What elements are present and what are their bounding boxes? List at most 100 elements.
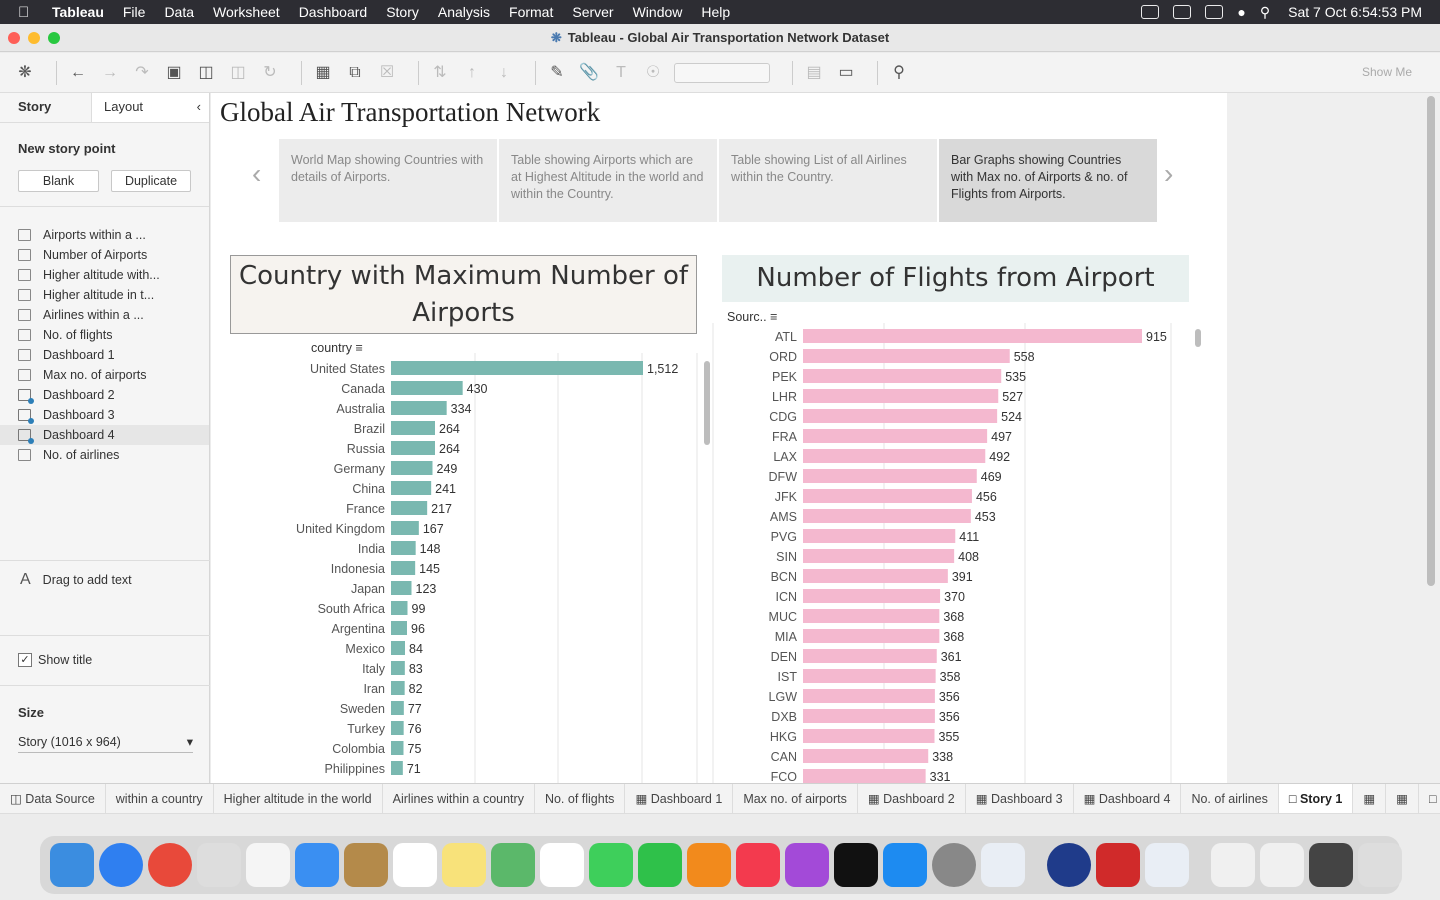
trash-icon[interactable] <box>1358 843 1402 887</box>
volume-icon[interactable] <box>1173 5 1192 19</box>
story-point-1[interactable]: World Map showing Countries with details… <box>279 139 497 222</box>
bar[interactable] <box>803 549 955 563</box>
reminders-icon[interactable] <box>246 843 290 887</box>
new-worksheet-icon[interactable]: ▦ <box>315 63 331 81</box>
bar[interactable] <box>391 521 419 535</box>
country-field-header[interactable]: country ≡ <box>311 341 363 355</box>
category-label[interactable]: Colombia <box>332 742 385 756</box>
bar[interactable] <box>803 369 1002 383</box>
clear-sheet-icon[interactable]: ☒ <box>379 63 395 81</box>
category-label[interactable]: BCN <box>771 570 797 584</box>
tableau-dock-icon[interactable] <box>981 843 1025 887</box>
source-field-header[interactable]: Sourc.. ≡ <box>727 310 777 324</box>
screenshot-icon[interactable] <box>1260 843 1304 887</box>
sheet-item[interactable]: No. of flights <box>0 325 209 345</box>
sheet-item[interactable]: Dashboard 3 <box>0 405 209 425</box>
tab-dashboard[interactable]: ▦ Dashboard 1 <box>625 783 734 814</box>
category-label[interactable]: AMS <box>770 510 797 524</box>
replay-icon[interactable]: ↷ <box>135 63 149 81</box>
chart-scrollbar[interactable] <box>1195 329 1201 347</box>
category-label[interactable]: IST <box>778 670 798 684</box>
new-dashboard-tab-icon[interactable]: ▦ <box>1386 783 1419 814</box>
sort-icon[interactable]: ≡ <box>355 341 363 355</box>
label-icon[interactable]: T <box>616 63 626 81</box>
menu-format[interactable]: Format <box>509 4 554 20</box>
bar[interactable] <box>391 621 407 635</box>
size-select[interactable]: Story (1016 x 964) ▾ <box>18 731 193 753</box>
mail-icon[interactable] <box>295 843 339 887</box>
bar[interactable] <box>803 629 940 643</box>
bar[interactable] <box>391 381 463 395</box>
bar[interactable] <box>391 401 447 415</box>
category-label[interactable]: FCO <box>771 770 798 783</box>
system-settings-icon[interactable] <box>932 843 976 887</box>
tab-sheet[interactable]: Max no. of airports <box>733 783 858 814</box>
books-icon[interactable] <box>687 843 731 887</box>
bar[interactable] <box>391 721 404 735</box>
app-store-icon[interactable] <box>883 843 927 887</box>
tab-dashboard[interactable]: ▦ Dashboard 2 <box>858 783 966 814</box>
category-label[interactable]: Australia <box>336 402 385 416</box>
share-icon[interactable]: ⚲ <box>893 63 905 81</box>
sheet-item[interactable]: Higher altitude with... <box>0 265 209 285</box>
category-label[interactable]: Mexico <box>345 642 385 656</box>
bar[interactable] <box>391 561 416 575</box>
refresh-icon[interactable]: ↻ <box>263 63 277 81</box>
category-label[interactable]: Sweden <box>340 702 385 716</box>
category-label[interactable]: LAX <box>773 450 797 464</box>
previous-point-icon[interactable]: ‹ <box>252 158 262 189</box>
bar[interactable] <box>391 441 435 455</box>
category-label[interactable]: CDG <box>769 410 797 424</box>
category-label[interactable]: United States <box>310 362 385 376</box>
tab-story[interactable]: Story <box>0 93 92 122</box>
menu-dashboard[interactable]: Dashboard <box>298 4 368 20</box>
pause-updates-icon[interactable]: ◫ <box>230 63 246 81</box>
bar[interactable] <box>391 501 428 515</box>
category-label[interactable]: HKG <box>770 730 797 744</box>
tab-dashboard[interactable]: ▦ Dashboard 3 <box>966 783 1074 814</box>
category-label[interactable]: LHR <box>772 390 797 404</box>
messages-icon[interactable] <box>589 843 633 887</box>
category-label[interactable]: Brazil <box>354 422 385 436</box>
music-icon[interactable] <box>736 843 780 887</box>
blank-button[interactable]: Blank <box>18 170 99 192</box>
bar[interactable] <box>803 449 986 463</box>
bar[interactable] <box>391 361 643 375</box>
safari-icon[interactable] <box>99 843 143 887</box>
presentation-icon[interactable]: ▭ <box>838 63 854 81</box>
bar[interactable] <box>803 689 935 703</box>
duplicate-sheet-icon[interactable]: ⧉ <box>349 63 361 81</box>
new-data-source-icon[interactable]: ◫ <box>198 63 214 81</box>
menu-app[interactable]: Tableau <box>52 4 104 20</box>
zoom-button[interactable] <box>48 32 60 44</box>
bar[interactable] <box>391 761 403 775</box>
bar[interactable] <box>803 509 971 523</box>
teamviewer-icon[interactable] <box>1047 843 1091 887</box>
chart-scrollbar[interactable] <box>704 361 710 445</box>
sort-descending-icon[interactable]: ↓ <box>500 63 508 81</box>
search-icon[interactable]: ⚲ <box>1259 3 1271 20</box>
category-label[interactable]: ATL <box>775 330 797 344</box>
bar[interactable] <box>391 741 404 755</box>
maps-icon[interactable] <box>491 843 535 887</box>
status-icon[interactable] <box>1141 5 1160 19</box>
menu-story[interactable]: Story <box>386 4 419 20</box>
bar[interactable] <box>391 641 405 655</box>
bar[interactable] <box>391 661 405 675</box>
tab-dashboard[interactable]: ▦ Dashboard 4 <box>1074 783 1182 814</box>
notes-icon[interactable] <box>442 843 486 887</box>
sheet-item[interactable]: Airports within a ... <box>0 225 209 245</box>
bar[interactable] <box>803 709 935 723</box>
tab-sheet[interactable]: Higher altitude in the world <box>214 783 383 814</box>
category-label[interactable]: DXB <box>771 710 797 724</box>
category-label[interactable]: Japan <box>351 582 385 596</box>
window-thumbnail-icon[interactable] <box>1309 843 1353 887</box>
minimize-button[interactable] <box>28 32 40 44</box>
drag-text-object[interactable]: A Drag to add text <box>20 571 132 589</box>
bar[interactable] <box>803 469 977 483</box>
pdf-icon[interactable] <box>1096 843 1140 887</box>
menu-file[interactable]: File <box>122 4 146 20</box>
bar[interactable] <box>391 421 435 435</box>
category-label[interactable]: PVG <box>771 530 797 544</box>
vertical-scrollbar[interactable] <box>1427 96 1435 586</box>
